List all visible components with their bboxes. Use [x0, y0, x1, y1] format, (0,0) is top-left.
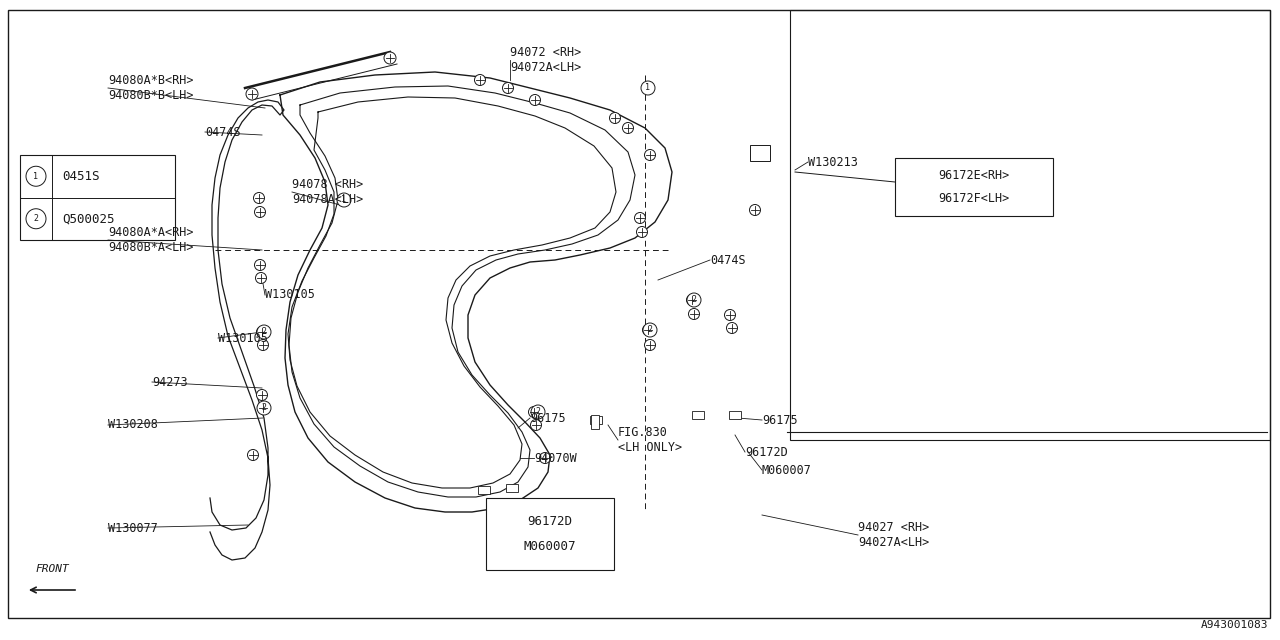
Circle shape — [246, 88, 259, 100]
Text: 2: 2 — [261, 403, 266, 413]
Circle shape — [256, 390, 268, 401]
Text: 96175: 96175 — [762, 413, 797, 426]
Text: 94078 <RH>
94078A<LH>: 94078 <RH> 94078A<LH> — [292, 178, 364, 206]
Text: 2: 2 — [261, 328, 266, 337]
Text: M060007: M060007 — [762, 463, 812, 477]
Circle shape — [255, 207, 265, 218]
Text: 2: 2 — [691, 296, 696, 305]
Circle shape — [475, 74, 485, 86]
Text: A943001083: A943001083 — [1201, 620, 1268, 630]
Text: 96172D: 96172D — [527, 515, 572, 527]
Bar — [790, 10, 1270, 440]
Circle shape — [256, 273, 266, 284]
Text: 94070W: 94070W — [534, 451, 577, 465]
Circle shape — [257, 339, 269, 351]
Text: 1: 1 — [33, 172, 38, 180]
Text: W130105: W130105 — [265, 289, 315, 301]
Bar — [506, 484, 518, 492]
Circle shape — [529, 406, 539, 417]
Circle shape — [531, 405, 545, 419]
Circle shape — [503, 83, 513, 93]
Circle shape — [26, 209, 46, 228]
Circle shape — [750, 205, 760, 216]
Bar — [590, 416, 602, 424]
Text: 0474S: 0474S — [205, 125, 241, 138]
Circle shape — [636, 227, 648, 237]
Circle shape — [530, 95, 540, 106]
Text: 0451S: 0451S — [61, 170, 100, 183]
Bar — [591, 415, 599, 429]
Text: 0474S: 0474S — [710, 253, 746, 266]
Text: FIG.830
<LH ONLY>: FIG.830 <LH ONLY> — [618, 426, 682, 454]
Text: FRONT: FRONT — [35, 564, 69, 574]
Circle shape — [256, 326, 268, 337]
Text: 2: 2 — [648, 326, 653, 335]
Circle shape — [689, 308, 699, 319]
Text: 96172E<RH>: 96172E<RH> — [938, 169, 1010, 182]
Text: W130077: W130077 — [108, 522, 157, 534]
Bar — [750, 145, 771, 161]
Text: W130208: W130208 — [108, 419, 157, 431]
Circle shape — [257, 403, 269, 413]
Text: 1: 1 — [645, 83, 650, 93]
Circle shape — [609, 113, 621, 124]
Text: 96172F<LH>: 96172F<LH> — [938, 192, 1010, 205]
Circle shape — [253, 193, 265, 204]
Circle shape — [645, 339, 655, 351]
Circle shape — [622, 122, 634, 134]
Circle shape — [26, 166, 46, 186]
Circle shape — [530, 419, 541, 431]
Text: 94080A*B<RH>
94080B*B<LH>: 94080A*B<RH> 94080B*B<LH> — [108, 74, 193, 102]
Circle shape — [635, 212, 645, 223]
Circle shape — [384, 52, 396, 64]
Circle shape — [686, 294, 698, 305]
Circle shape — [539, 452, 550, 463]
Text: 96172D: 96172D — [745, 445, 787, 458]
Bar — [692, 411, 704, 419]
Circle shape — [255, 259, 265, 271]
Circle shape — [337, 193, 351, 207]
Bar — [20, 155, 175, 240]
Text: W130213: W130213 — [808, 156, 858, 168]
Circle shape — [645, 150, 655, 161]
Circle shape — [257, 325, 271, 339]
Circle shape — [687, 293, 701, 307]
Circle shape — [247, 449, 259, 461]
Text: 96175: 96175 — [530, 412, 566, 424]
Text: 94273: 94273 — [152, 376, 188, 388]
Bar — [730, 411, 741, 419]
Circle shape — [641, 81, 655, 95]
Bar — [477, 486, 490, 494]
Text: 1: 1 — [342, 195, 347, 205]
Text: 94072 <RH>
94072A<LH>: 94072 <RH> 94072A<LH> — [509, 46, 581, 74]
Circle shape — [257, 401, 271, 415]
Bar — [486, 498, 614, 570]
Text: Q500025: Q500025 — [61, 212, 114, 225]
Text: 2: 2 — [535, 408, 540, 417]
Text: 94027 <RH>
94027A<LH>: 94027 <RH> 94027A<LH> — [858, 521, 929, 549]
Circle shape — [727, 323, 737, 333]
Bar — [895, 158, 1053, 216]
Circle shape — [643, 323, 657, 337]
Text: 94080A*A<RH>
94080B*A<LH>: 94080A*A<RH> 94080B*A<LH> — [108, 226, 193, 254]
Text: 2: 2 — [33, 214, 38, 223]
Text: W130105: W130105 — [218, 332, 268, 344]
Circle shape — [643, 324, 654, 335]
Text: M060007: M060007 — [524, 540, 576, 554]
Circle shape — [724, 310, 736, 321]
